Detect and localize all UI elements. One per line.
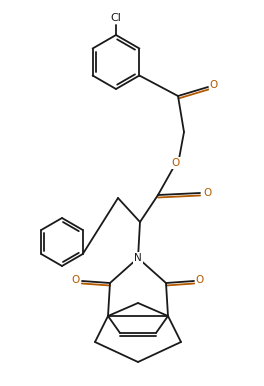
Text: Cl: Cl — [111, 13, 121, 23]
Text: O: O — [172, 158, 180, 168]
Text: O: O — [196, 275, 204, 285]
Text: N: N — [134, 253, 142, 263]
Text: O: O — [72, 275, 80, 285]
Text: O: O — [210, 80, 218, 90]
Text: O: O — [204, 188, 212, 198]
